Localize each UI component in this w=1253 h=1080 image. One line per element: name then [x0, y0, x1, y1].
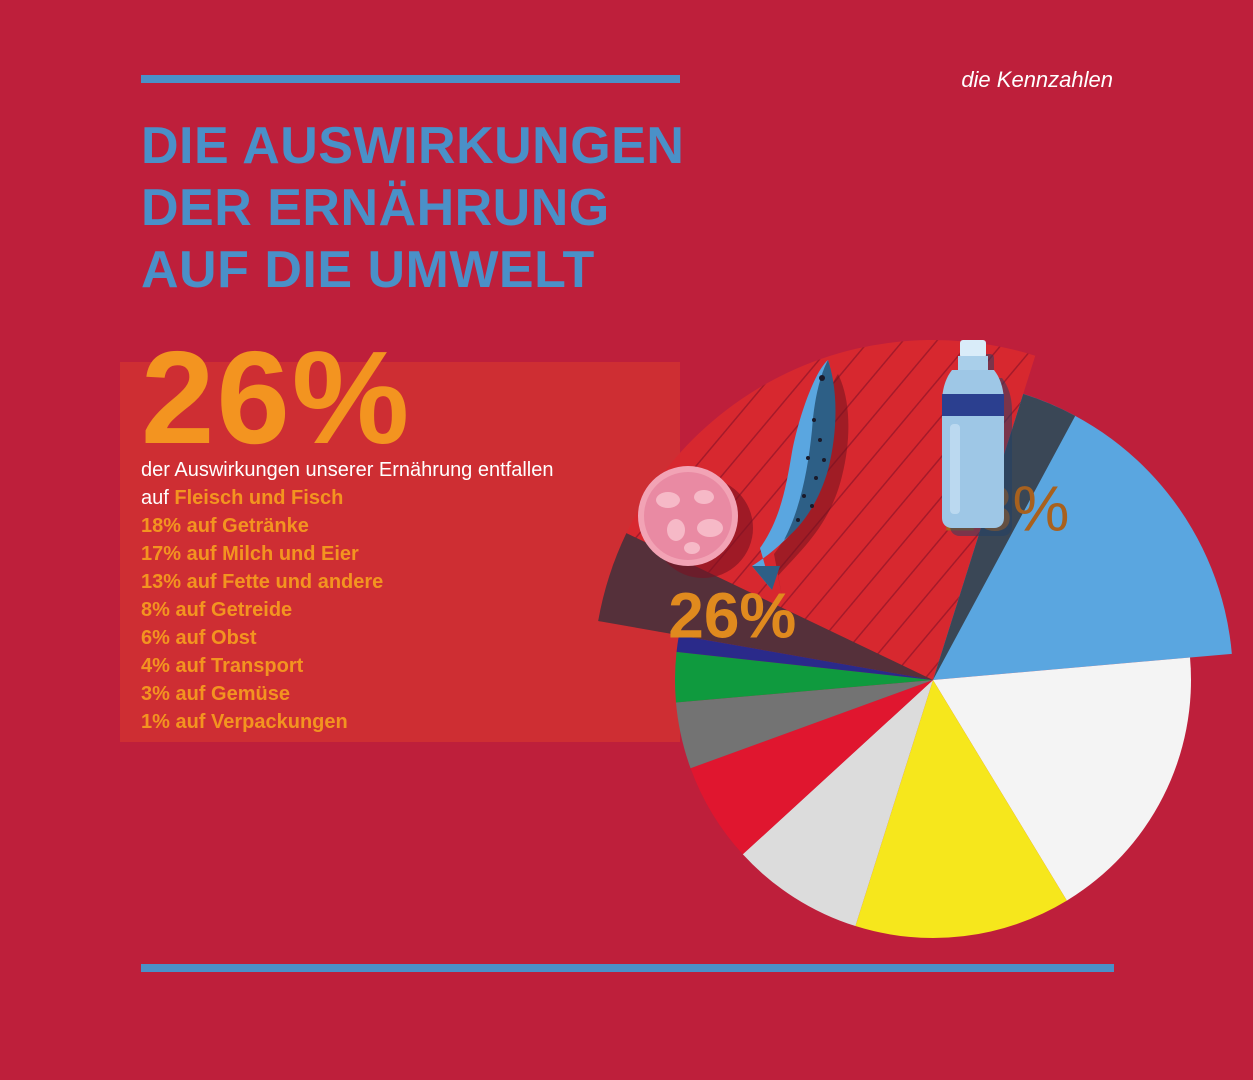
highlight-box: [120, 362, 680, 742]
list-item: 6% auf Obst: [141, 627, 257, 649]
slice-band: [933, 393, 1076, 680]
lead-text: der Auswirkungen unserer Ernährung entfa…: [141, 459, 554, 481]
meat-slice-icon: [638, 466, 753, 578]
slice-label: 26%: [668, 580, 796, 652]
list-item: 1% auf Verpackungen: [141, 711, 348, 733]
pie-slice: [675, 651, 933, 703]
list-item: 13% auf Fette und andere: [141, 571, 384, 593]
breakdown-list: 18% auf Getränke 17% auf Milch und Eier …: [141, 512, 383, 736]
list-item: 4% auf Transport: [141, 655, 304, 677]
highlight-lead: der Auswirkungen unserer Ernährung entfa…: [141, 456, 641, 512]
water-bottle-icon: [942, 340, 1012, 536]
pie-slice: [675, 680, 933, 769]
highlight-percent: 26%: [141, 324, 412, 471]
pie-slice: [933, 657, 1191, 901]
list-item: 8% auf Getreide: [141, 599, 293, 621]
pie-slice: [690, 680, 933, 855]
pie-slice: [676, 635, 933, 680]
title-line: DER ERNÄHRUNG: [141, 179, 610, 237]
list-item: 17% auf Milch und Eier: [141, 543, 359, 565]
lead-prefix: auf: [141, 487, 169, 509]
pie-slice: [855, 680, 1067, 938]
list-item: 3% auf Gemüse: [141, 683, 290, 705]
section-kicker: die Kennzahlen: [961, 67, 1113, 92]
title-line: DIE AUSWIRKUNGEN: [141, 117, 685, 175]
bottom-rule: [141, 964, 1114, 972]
title-line: AUF DIE UMWELT: [141, 241, 595, 299]
page-title: DIE AUSWIRKUNGEN DER ERNÄHRUNG AUF DIE U…: [141, 115, 684, 301]
list-item: 18% auf Getränke: [141, 515, 309, 537]
top-rule: [141, 75, 680, 83]
lead-accent: Fleisch und Fisch: [174, 487, 344, 509]
pie-slice: [742, 680, 933, 927]
salmon-icon: [752, 360, 849, 596]
